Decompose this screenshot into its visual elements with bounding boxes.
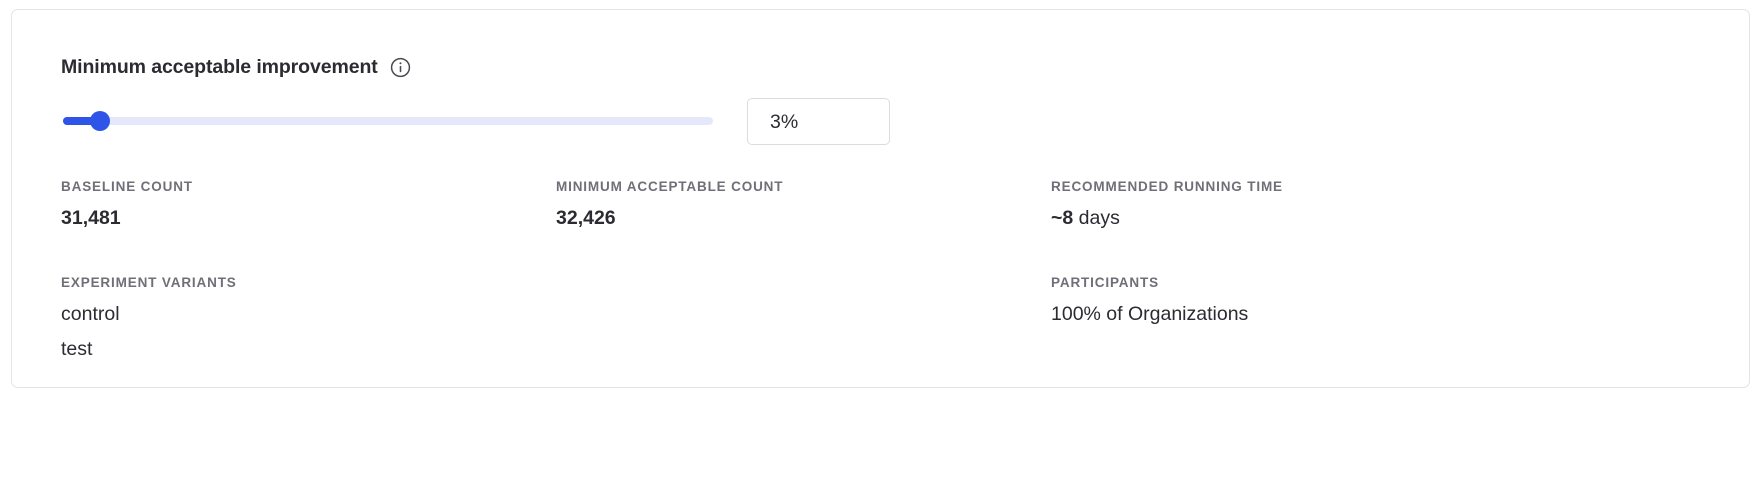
stats-row-primary: Baseline count 31,481 Minimum acceptable… bbox=[61, 178, 1711, 230]
stat-label: Experiment variants bbox=[61, 275, 237, 290]
stat-minimum-acceptable-count: Minimum acceptable count 32,426 bbox=[556, 178, 1051, 230]
minimum-acceptable-improvement-slider[interactable] bbox=[61, 98, 713, 146]
stat-recommended-running-time: Recommended running time ~8 days bbox=[1051, 178, 1711, 230]
stat-label: Minimum acceptable count bbox=[556, 179, 784, 194]
stat-experiment-variants: Experiment variants control test bbox=[61, 274, 556, 361]
stat-value: ~8 days bbox=[1051, 206, 1711, 230]
minimum-acceptable-improvement-input[interactable]: 3% bbox=[747, 98, 890, 145]
slider-track[interactable] bbox=[63, 117, 713, 125]
stat-value: 31,481 bbox=[61, 207, 121, 229]
stats-grid: Baseline count 31,481 Minimum acceptable… bbox=[61, 178, 1711, 361]
stat-value: 32,426 bbox=[556, 207, 616, 229]
list-item: test bbox=[61, 338, 93, 360]
stat-label: Recommended running time bbox=[1051, 179, 1283, 194]
experiment-sizing-card: Minimum acceptable improvement 3% Baseli… bbox=[11, 9, 1750, 388]
info-circle-icon[interactable] bbox=[390, 57, 411, 78]
slider-fill bbox=[63, 117, 101, 125]
page-title: Minimum acceptable improvement bbox=[61, 56, 378, 78]
section-header: Minimum acceptable improvement bbox=[61, 55, 411, 79]
stat-value-rest: days bbox=[1073, 207, 1120, 229]
slider-thumb[interactable] bbox=[90, 111, 111, 131]
minimum-acceptable-improvement-value: 3% bbox=[770, 110, 799, 133]
stat-baseline-count: Baseline count 31,481 bbox=[61, 178, 556, 230]
stat-label: Baseline count bbox=[61, 179, 193, 194]
slider-row: 3% bbox=[61, 98, 1711, 146]
list-item: control bbox=[61, 303, 120, 325]
stat-label: Participants bbox=[1051, 275, 1159, 290]
stat-value: 100% of Organizations bbox=[1051, 303, 1249, 325]
stat-participants: Participants 100% of Organizations bbox=[1051, 274, 1711, 361]
stats-row-secondary: Experiment variants control test Partici… bbox=[61, 274, 1711, 361]
stat-value-strong: ~8 bbox=[1051, 207, 1074, 229]
